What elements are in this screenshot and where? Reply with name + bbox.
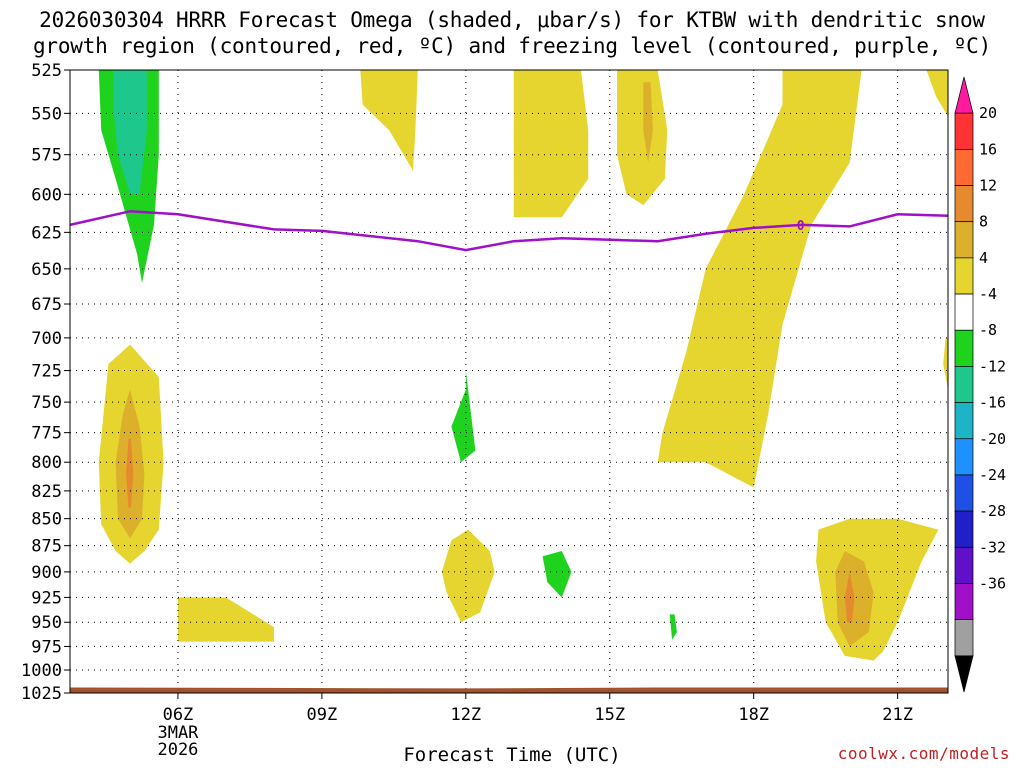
x-axis-title: Forecast Time (UTC) xyxy=(403,744,621,766)
omega-region-pos-4-8 xyxy=(178,597,274,642)
colorbar-bin xyxy=(954,619,974,657)
colorbar-label: -36 xyxy=(979,574,1006,592)
omega-region-pos-4-8 xyxy=(441,529,495,623)
colorbar-bin xyxy=(954,402,974,440)
colorbar-bin xyxy=(954,438,974,476)
x-tick-label: 21Z xyxy=(882,705,913,725)
omega-region-neg-4-8 xyxy=(669,614,677,640)
omega-region-pos-4-8 xyxy=(513,70,589,218)
colorbar-bin xyxy=(954,546,974,584)
colorbar-bin xyxy=(954,329,974,367)
omega-shaded-regions xyxy=(98,70,948,661)
omega-region-pos-12-16 xyxy=(844,571,855,623)
y-tick-label: 775 xyxy=(31,424,62,444)
y-axis: 525 550 575 600 625 650 675 700 725 750 775 800 825 8… xyxy=(21,61,70,704)
y-tick-label: 875 xyxy=(31,537,62,557)
colorbar-label: -32 xyxy=(979,538,1006,556)
y-tick-label: 725 xyxy=(31,362,62,382)
y-tick-label: 900 xyxy=(31,563,62,583)
colorbar-bin xyxy=(954,257,974,295)
colorbar-label: 16 xyxy=(979,140,997,158)
y-tick-label: 575 xyxy=(31,146,62,166)
colorbar-bin xyxy=(954,293,974,331)
colorbar-label: 20 xyxy=(979,104,997,122)
y-tick-label: 825 xyxy=(31,482,62,502)
y-tick-label: 750 xyxy=(31,393,62,413)
colorbar-label: -28 xyxy=(979,502,1006,520)
omega-region-pos-8-12 xyxy=(643,82,653,163)
y-tick-label: 525 xyxy=(31,61,62,81)
y-tick-label: 675 xyxy=(31,295,62,315)
freezing-level-label: 0 xyxy=(797,219,805,234)
colorbar-label: -4 xyxy=(979,285,997,303)
gridlines xyxy=(70,70,948,693)
y-tick-label: 625 xyxy=(31,223,62,243)
y-tick-label: 650 xyxy=(31,260,62,280)
colorbar-bin xyxy=(954,221,974,259)
x-tick-label: 12Z xyxy=(450,705,481,725)
colorbar-top-arrow xyxy=(954,76,974,114)
colorbar-bin xyxy=(954,112,974,150)
omega-region-pos-4-8 xyxy=(926,70,948,117)
omega-region-neg-4-8 xyxy=(542,551,572,598)
y-tick-label: 1000 xyxy=(21,661,62,681)
colorbar-label: -16 xyxy=(979,394,1006,412)
y-tick-label: 550 xyxy=(31,104,62,124)
x-tick-label: 18Z xyxy=(738,705,769,725)
ground-fill xyxy=(70,687,948,693)
chart-title-line-1: 2026030304 HRRR Forecast Omega (shaded, … xyxy=(39,8,985,32)
colorbar: 20 16 12 8 4 -4 -8 -12 -16 -20 -24 -28 -32 -36 xyxy=(954,76,1006,693)
colorbar-bin xyxy=(954,366,974,403)
y-tick-label: 950 xyxy=(31,613,62,633)
ground-layer xyxy=(70,687,948,693)
omega-region-pos-4-8 xyxy=(943,337,948,390)
x-tick-label: 09Z xyxy=(307,705,338,725)
colorbar-bin xyxy=(954,474,974,512)
colorbar-bin xyxy=(954,510,974,548)
y-tick-label: 975 xyxy=(31,637,62,657)
plot-frame xyxy=(69,69,949,694)
x-tick-label: 15Z xyxy=(594,705,625,725)
y-tick-label: 800 xyxy=(31,453,62,473)
y-tick-label: 850 xyxy=(31,510,62,530)
omega-region-pos-4-8 xyxy=(657,70,862,488)
x-tick-label: 06Z xyxy=(163,705,194,725)
omega-region-pos-4-8 xyxy=(360,70,418,171)
colorbar-bin xyxy=(954,583,974,620)
colorbar-bottom-arrow xyxy=(954,655,974,693)
freezing-level-contour: 0 xyxy=(69,210,949,252)
omega-region-pos-4-8 xyxy=(617,70,668,206)
x-date-label: 3MAR xyxy=(157,723,199,743)
y-tick-label: 925 xyxy=(31,588,62,608)
credit-link[interactable]: coolwx.com/models xyxy=(837,744,1010,763)
colorbar-label: -24 xyxy=(979,466,1006,484)
chart-title-line-2: growth region (contoured, red, ºC) and f… xyxy=(32,34,992,58)
omega-region-neg-4-8 xyxy=(451,370,476,463)
colorbar-label: 4 xyxy=(979,249,988,267)
colorbar-label: -8 xyxy=(979,321,997,339)
colorbar-label: -20 xyxy=(979,430,1006,448)
colorbar-bin xyxy=(954,149,974,186)
colorbar-label: 12 xyxy=(979,177,997,195)
y-tick-label: 600 xyxy=(31,185,62,205)
omega-region-neg-8-12 xyxy=(113,70,147,195)
colorbar-label: 8 xyxy=(979,213,988,231)
omega-region-pos-12-16 xyxy=(126,438,134,508)
colorbar-bin xyxy=(954,185,974,223)
y-tick-label: 1025 xyxy=(21,684,62,704)
y-tick-label: 700 xyxy=(31,329,62,349)
x-date-label: 2026 xyxy=(157,740,198,760)
colorbar-label: -12 xyxy=(979,357,1006,375)
freezing-level-line xyxy=(69,210,949,252)
